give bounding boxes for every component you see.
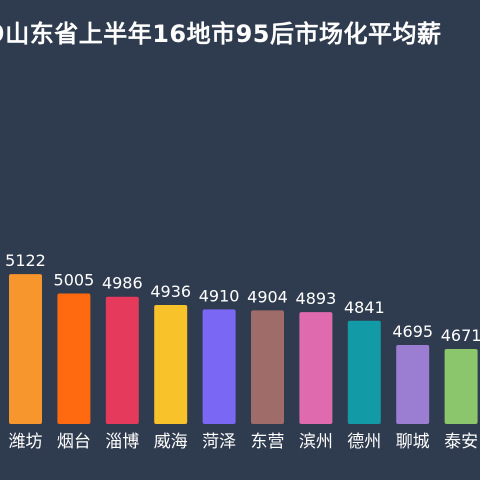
- value-label-淄博: 4986: [102, 274, 143, 293]
- value-label-德州: 4841: [344, 298, 385, 317]
- category-label-菏泽: 菏泽: [202, 432, 236, 452]
- category-label-淄博: 淄博: [105, 432, 139, 452]
- value-label-滨州: 4893: [296, 289, 337, 308]
- value-label-烟台: 5005: [54, 271, 95, 290]
- value-label-威海: 4936: [150, 282, 191, 301]
- value-label-聊城: 4695: [392, 322, 433, 341]
- category-label-潍坊: 潍坊: [9, 432, 43, 452]
- category-label-聊城: 聊城: [396, 432, 430, 452]
- category-label-威海: 威海: [154, 432, 188, 452]
- bar-滨州: [299, 312, 333, 424]
- bar-潍坊: [9, 274, 42, 424]
- bar-东营: [251, 310, 284, 424]
- category-label-烟台: 烟台: [57, 432, 91, 452]
- bar-泰安: [444, 349, 478, 424]
- bar-聊城: [396, 345, 430, 424]
- value-label-东营: 4904: [247, 287, 288, 306]
- bar-烟台: [57, 293, 91, 424]
- value-label-泰安: 4671: [441, 326, 480, 345]
- category-label-东营: 东营: [251, 432, 285, 452]
- category-label-滨州: 滨州: [299, 432, 333, 452]
- category-label-泰安: 泰安: [444, 432, 478, 452]
- bar-淄博: [105, 296, 139, 424]
- value-label-菏泽: 4910: [199, 286, 240, 305]
- bar-德州: [347, 320, 381, 424]
- bar-菏泽: [202, 309, 236, 424]
- value-label-潍坊: 5122: [5, 251, 46, 270]
- chart-title: 9山东省上半年16地市95后市场化平均薪: [0, 20, 442, 48]
- bar-威海: [154, 305, 188, 424]
- category-label-德州: 德州: [347, 432, 381, 452]
